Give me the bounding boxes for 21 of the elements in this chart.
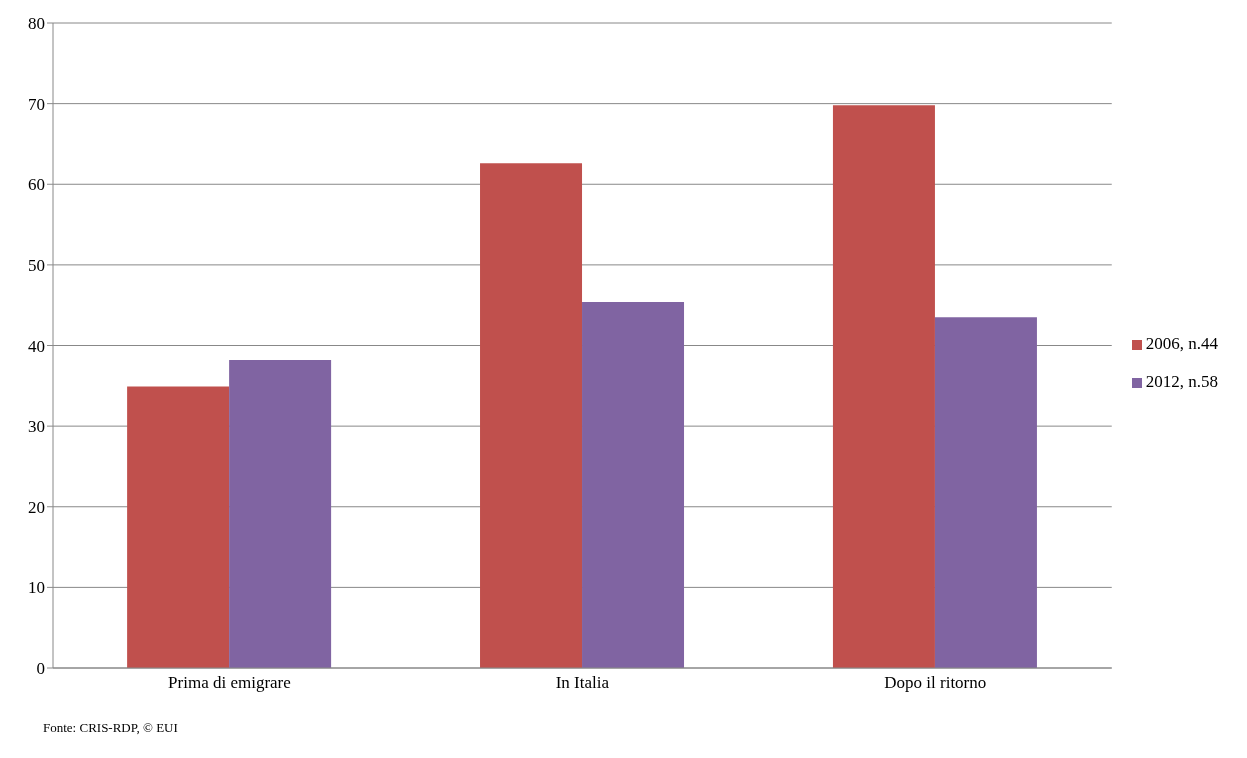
bar xyxy=(832,105,935,668)
legend-label: 2006, n.44 xyxy=(1145,334,1218,353)
y-tick-label: 20 xyxy=(28,497,45,517)
bar xyxy=(229,360,332,668)
bar xyxy=(480,163,583,668)
y-tick-label: 50 xyxy=(28,255,45,275)
y-tick-label: 0 xyxy=(36,659,45,679)
legend-label: 2012, n.58 xyxy=(1145,372,1218,391)
y-tick-label: 80 xyxy=(28,14,45,34)
bar xyxy=(127,386,230,668)
y-tick-label: 70 xyxy=(28,94,45,114)
y-tick-label: 10 xyxy=(28,578,45,598)
bar xyxy=(934,317,1037,668)
x-tick-label: Prima di emigrare xyxy=(168,673,291,693)
source-note: Fonte: CRIS-RDP, © EUI xyxy=(43,720,179,736)
y-tick-label: 30 xyxy=(28,417,45,437)
bar xyxy=(582,301,685,668)
x-tick-label: Dopo il ritorno xyxy=(884,673,987,693)
y-tick-label: 40 xyxy=(28,336,45,356)
x-tick-label: In Italia xyxy=(555,673,610,693)
y-tick-label: 60 xyxy=(28,175,45,195)
